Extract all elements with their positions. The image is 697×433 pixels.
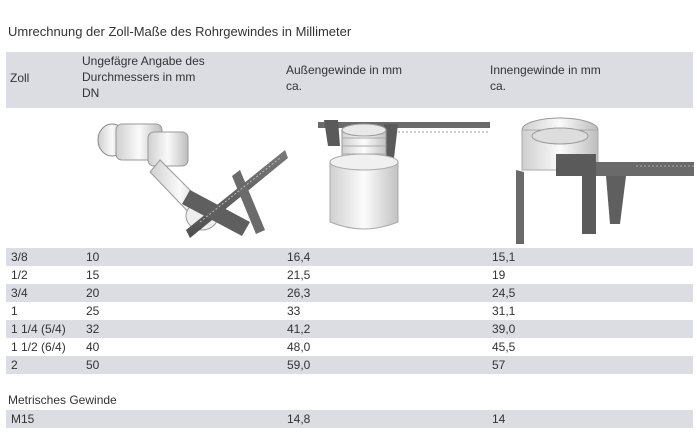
header-innengewinde: Innengewinde in mm ca. [490, 62, 601, 94]
header-dn: Ungefägre Angabe des Durchmessers in mm … [82, 53, 205, 101]
cell-aussen: 59,0 [287, 358, 311, 372]
header-aussengewinde: Außengewinde in mm ca. [286, 62, 402, 94]
table-row: 1 25 33 31,1 [6, 302, 693, 320]
table-row: 1/2 15 21,5 19 [6, 266, 693, 284]
cell-dn: 25 [86, 304, 100, 318]
header-dn-line1: Ungefägre Angabe des [82, 54, 205, 68]
cell-zoll: 1/2 [11, 268, 28, 282]
cell-aussen: 26,3 [287, 286, 311, 300]
cell-zoll: 1 1/4 (5/4) [11, 322, 66, 336]
table-row: 2 50 59,0 57 [6, 356, 693, 374]
cell-dn: 50 [86, 358, 100, 372]
cell-zoll: M15 [11, 412, 35, 426]
cell-innen: 15,1 [492, 250, 516, 264]
header-dn-line2: Durchmessers in mm [82, 70, 196, 84]
table-row: 1 1/4 (5/4) 32 41,2 39,0 [6, 320, 693, 338]
cell-innen: 14 [492, 412, 506, 426]
metric-section-label: Metrisches Gewinde [8, 393, 117, 407]
caliper-measuring-fitting-icon [97, 123, 288, 238]
cell-dn: 32 [86, 322, 100, 336]
cell-dn: 10 [86, 250, 100, 264]
caliper-measuring-internal-thread-icon [516, 117, 694, 244]
header-innen-line1: Innengewinde in mm [490, 63, 601, 77]
table-row: 3/4 20 26,3 24,5 [6, 284, 693, 302]
cell-innen: 24,5 [492, 286, 516, 300]
header-dn-line3: DN [82, 86, 100, 100]
cell-zoll: 3/4 [11, 286, 28, 300]
cell-zoll: 1 1/2 (6/4) [11, 340, 66, 354]
cell-innen: 31,1 [492, 304, 516, 318]
header-innen-line2: ca. [490, 79, 507, 93]
table-row: 1 1/2 (6/4) 40 48,0 45,5 [6, 338, 693, 356]
cell-innen: 19 [492, 268, 506, 282]
cell-dn: 15 [86, 268, 100, 282]
caliper-measuring-external-thread-icon [318, 120, 490, 230]
metric-row: M15 14,8 14 [6, 410, 693, 428]
cell-zoll: 2 [11, 358, 18, 372]
header-aussen-line1: Außengewinde in mm [286, 63, 403, 77]
cell-aussen: 16,4 [287, 250, 311, 264]
table-row: 3/8 10 16,4 15,1 [6, 248, 693, 266]
table-header: Zoll Ungefägre Angabe des Durchmessers i… [6, 52, 693, 108]
cell-innen: 45,5 [492, 340, 516, 354]
cell-zoll: 1 [11, 304, 18, 318]
cell-dn: 40 [86, 340, 100, 354]
cell-aussen: 14,8 [287, 412, 311, 426]
cell-aussen: 21,5 [287, 268, 311, 282]
table-caption: Umrechnung der Zoll-Maße des Rohrgewinde… [8, 24, 352, 39]
cell-aussen: 48,0 [287, 340, 311, 354]
header-zoll: Zoll [10, 71, 30, 85]
cell-innen: 39,0 [492, 322, 516, 336]
cell-innen: 57 [492, 358, 506, 372]
cell-aussen: 41,2 [287, 322, 311, 336]
cell-dn: 20 [86, 286, 100, 300]
cell-aussen: 33 [287, 304, 301, 318]
cell-zoll: 3/8 [11, 250, 28, 264]
header-aussen-line2: ca. [286, 79, 303, 93]
illustration-row [6, 108, 694, 246]
